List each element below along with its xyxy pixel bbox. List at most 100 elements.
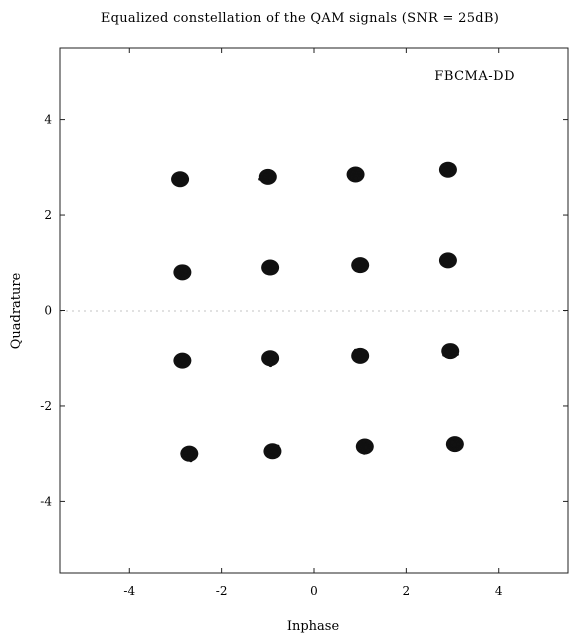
- cluster-sample: [354, 353, 358, 357]
- cluster-sample: [453, 446, 455, 449]
- cluster-sample: [357, 171, 361, 174]
- cluster-sample: [268, 267, 272, 271]
- cluster-sample: [355, 171, 358, 175]
- cluster-sample: [177, 362, 182, 366]
- cluster-sample: [360, 266, 363, 269]
- cluster-sample: [355, 261, 359, 265]
- cluster-sample: [452, 171, 455, 174]
- cluster-sample: [184, 357, 188, 361]
- constellation-point: [438, 252, 457, 269]
- cluster-sample: [355, 264, 358, 267]
- cluster-sample: [266, 264, 270, 268]
- cluster-sample: [262, 355, 267, 359]
- cluster-sample: [445, 353, 448, 356]
- cluster-sample: [177, 272, 180, 275]
- constellation-point: [261, 259, 280, 276]
- cluster-sample: [262, 178, 265, 181]
- cluster-sample: [452, 346, 456, 350]
- constellation-point: [438, 161, 457, 178]
- cluster-sample: [455, 446, 459, 450]
- cluster-sample: [273, 351, 276, 354]
- cluster-sample: [173, 178, 177, 182]
- cluster-sample: [266, 261, 270, 266]
- y-axis-label: Quadrature: [9, 272, 24, 349]
- cluster-sample: [183, 451, 188, 455]
- cluster-sample: [365, 352, 368, 356]
- cluster-sample: [179, 174, 182, 177]
- cluster-sample: [449, 171, 453, 175]
- cluster-sample: [364, 445, 368, 450]
- constellation-point: [441, 343, 460, 360]
- cluster-sample: [362, 353, 365, 356]
- cluster-sample: [272, 360, 275, 363]
- cluster-sample: [350, 177, 353, 180]
- cluster-sample: [266, 451, 269, 454]
- cluster-sample: [260, 175, 263, 179]
- cluster-sample: [357, 265, 360, 268]
- cluster-sample: [361, 351, 365, 355]
- cluster-sample: [368, 444, 371, 447]
- cluster-sample: [360, 260, 364, 264]
- cluster-sample: [182, 363, 185, 365]
- cluster-sample: [178, 176, 182, 179]
- cluster-sample: [187, 454, 190, 457]
- cluster-sample: [277, 452, 280, 455]
- cluster-sample: [358, 268, 360, 270]
- cluster-sample: [461, 440, 463, 443]
- cluster-sample: [358, 174, 361, 177]
- x-tick-label: 0: [310, 584, 318, 598]
- cluster-sample: [353, 263, 356, 266]
- cluster-sample: [173, 175, 176, 178]
- cluster-sample: [274, 451, 278, 455]
- cluster-sample: [271, 264, 276, 269]
- cluster-sample: [446, 168, 450, 172]
- cluster-sample: [448, 355, 451, 358]
- cluster-sample: [267, 351, 272, 356]
- cluster-sample: [268, 169, 273, 174]
- cluster-sample: [179, 178, 184, 183]
- cluster-sample: [270, 173, 272, 176]
- cluster-sample: [360, 348, 364, 352]
- cluster-sample: [269, 361, 273, 365]
- cluster-sample: [450, 258, 453, 261]
- x-tick-label: -4: [123, 584, 135, 598]
- plot-frame: [59, 47, 569, 574]
- cluster-sample: [449, 166, 452, 169]
- x-axis-label: Inphase: [287, 619, 340, 634]
- cluster-sample: [357, 175, 362, 180]
- cluster-sample: [357, 443, 361, 447]
- cluster-sample: [365, 448, 370, 453]
- constellation-points: [171, 161, 464, 463]
- cluster-sample: [458, 443, 461, 446]
- constellation-point: [261, 350, 280, 368]
- cluster-sample: [176, 267, 181, 272]
- x-tick-label: 4: [495, 584, 503, 598]
- cluster-sample: [264, 359, 268, 362]
- axis-ticks: -4 -2 0 2 4 -4 -2 0 2 4: [40, 48, 568, 598]
- cluster-sample: [452, 168, 455, 171]
- cluster-sample: [269, 454, 273, 457]
- cluster-sample: [356, 356, 361, 361]
- cluster-sample: [362, 356, 366, 360]
- constellation-point: [351, 257, 370, 274]
- cluster-sample: [266, 449, 269, 452]
- cluster-sample: [175, 359, 179, 362]
- plot-area: -4 -2 0 2 4 -4 -2 0 2 4: [40, 47, 569, 598]
- cluster-sample: [452, 258, 456, 261]
- cluster-sample: [366, 442, 369, 445]
- cluster-sample: [362, 444, 365, 446]
- constellation-point: [445, 436, 464, 453]
- constellation-point: [263, 443, 282, 460]
- y-tick-label: 0: [44, 304, 52, 318]
- cluster-sample: [444, 257, 449, 262]
- cluster-sample: [357, 351, 361, 355]
- cluster-sample: [180, 358, 184, 362]
- cluster-sample: [187, 270, 190, 273]
- cluster-sample: [181, 364, 184, 367]
- y-tick-label: -2: [40, 399, 52, 413]
- constellation-point: [351, 347, 370, 364]
- chart-title: Equalized constellation of the QAM signa…: [101, 11, 499, 26]
- cluster-sample: [353, 171, 356, 174]
- constellation-point: [346, 166, 365, 183]
